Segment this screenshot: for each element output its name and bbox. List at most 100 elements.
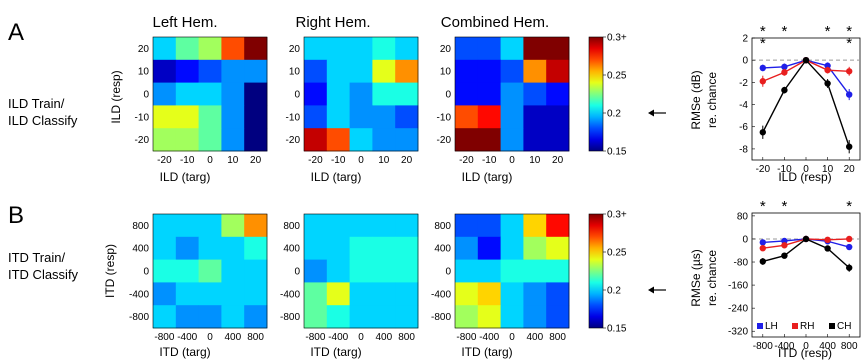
heatmap-cell (221, 282, 245, 306)
line-x-tick-label: 400 (819, 341, 836, 352)
heatmap-cell (546, 236, 570, 260)
heatmap-cell (304, 214, 328, 238)
significance-star: * (781, 23, 787, 40)
heatmap-cell (153, 82, 177, 106)
heatmap-cell (546, 105, 570, 129)
series-line-ch (762, 59, 850, 147)
heatmap-cell (395, 37, 419, 61)
legend-swatch-ch (829, 323, 835, 329)
heatmap-y-tick: -10 (135, 112, 150, 123)
heatmap-frame (303, 213, 419, 329)
heatmap-cell (198, 259, 222, 283)
heatmap-cell (477, 282, 501, 306)
heatmap-cell (175, 282, 199, 306)
colorbar-tick-label: 0.25 (607, 71, 627, 82)
heatmap-x-tick: -400 (328, 332, 348, 343)
heatmap-cell (244, 128, 268, 152)
heatmap-a-right-xlabel: ILD (targ) (311, 170, 362, 184)
heatmap-cell (500, 214, 524, 238)
heatmap-cell (244, 82, 268, 106)
heatmap-b-combined-xlabel: ITD (targ) (461, 345, 512, 359)
heatmap-cell (395, 105, 419, 129)
heatmap-y-tick: 0 (445, 90, 451, 101)
line-x-tick-label: 20 (844, 164, 856, 175)
colorbar-arrowhead-icon (648, 109, 654, 117)
heatmap-cell (523, 236, 547, 260)
data-point-ch (781, 252, 788, 259)
heatmap-cell (349, 282, 373, 306)
heatmap-cell (153, 37, 177, 61)
heatmap-cell (326, 37, 350, 61)
heatmap-cell (304, 236, 328, 260)
heatmap-x-tick: 400 (375, 332, 392, 343)
heatmap-y-tick: 400 (283, 244, 300, 255)
heatmap-cell (198, 105, 222, 129)
data-point-rh (781, 69, 788, 76)
heatmap-cell (198, 59, 222, 83)
line-x-tick-label: 10 (822, 164, 834, 175)
heatmap-cell (175, 259, 199, 283)
legend-label-rh: RH (800, 321, 814, 332)
heatmap-cell (153, 105, 177, 129)
significance-star: * (825, 23, 831, 40)
heatmap-cell (523, 82, 547, 106)
heatmap-a-combined-xlabel: ILD (targ) (462, 170, 513, 184)
heatmap-cell (304, 128, 328, 152)
heatmap-cell (395, 236, 419, 260)
heatmap-y-tick: -800 (431, 312, 451, 323)
line-x-tick-label: -400 (774, 341, 794, 352)
heatmap-x-tick: -20 (308, 155, 323, 166)
heatmap-cell (244, 236, 268, 260)
data-point-ch (759, 258, 766, 265)
heatmap-y-tick: -20 (437, 135, 452, 146)
line-y-tick-label: -4 (739, 100, 748, 111)
heatmap-cell (477, 236, 501, 260)
heatmap-x-tick: 20 (250, 155, 262, 166)
heatmap-cell (349, 305, 373, 329)
heatmap-y-tick: 800 (283, 221, 300, 232)
heatmap-cell (175, 236, 199, 260)
line-b-ylabel-2: re. chance (705, 250, 719, 306)
heatmap-y-tick: 0 (294, 90, 300, 101)
heatmap-cell (477, 128, 501, 152)
heatmap-cell (500, 305, 524, 329)
heatmap-y-tick: 400 (434, 244, 451, 255)
heatmap-x-tick: -800 (305, 332, 325, 343)
heatmap-cell (221, 259, 245, 283)
heatmap-x-tick: -10 (180, 155, 195, 166)
heatmap-y-tick: 0 (294, 267, 300, 278)
heatmap-cell (198, 37, 222, 61)
heatmap-cell (326, 305, 350, 329)
heatmap-cell (372, 128, 396, 152)
heatmap-frame (152, 36, 268, 152)
heatmap-cell (372, 259, 396, 283)
heatmap-cell (349, 37, 373, 61)
data-point-lh (824, 62, 831, 69)
heatmap-cell (500, 82, 524, 106)
heatmap-cell (546, 59, 570, 83)
heatmap-cell (372, 236, 396, 260)
heatmap-b-ylabel: ITD (resp) (103, 244, 117, 298)
heatmap-cell (153, 282, 177, 306)
line-y-tick-label: -8 (739, 144, 748, 155)
line-x-tick-label: -20 (756, 164, 771, 175)
heatmap-frame (152, 213, 268, 329)
data-point-rh (846, 235, 853, 243)
heatmap-y-tick: 10 (289, 67, 301, 78)
significance-star: * (846, 23, 852, 40)
heatmap-y-tick: 20 (289, 44, 301, 55)
colorbar-tick-label: 0.15 (607, 324, 627, 335)
data-point-ch (802, 56, 810, 64)
heatmap-cell (523, 282, 547, 306)
heatmap-a-ylabel: ILD (resp) (109, 70, 123, 123)
heatmap-cell (372, 82, 396, 106)
heatmap-cell (244, 259, 268, 283)
row-label-b-line1: ITD Train/ (8, 250, 65, 265)
heatmap-cell (326, 59, 350, 83)
heatmap-frame (454, 213, 570, 329)
legend-swatch-lh (757, 323, 763, 329)
line-x-tick-label: -10 (777, 164, 792, 175)
heatmap-cell (455, 82, 479, 106)
heatmap-y-tick: 400 (132, 244, 149, 255)
heatmap-x-tick: -10 (482, 155, 497, 166)
